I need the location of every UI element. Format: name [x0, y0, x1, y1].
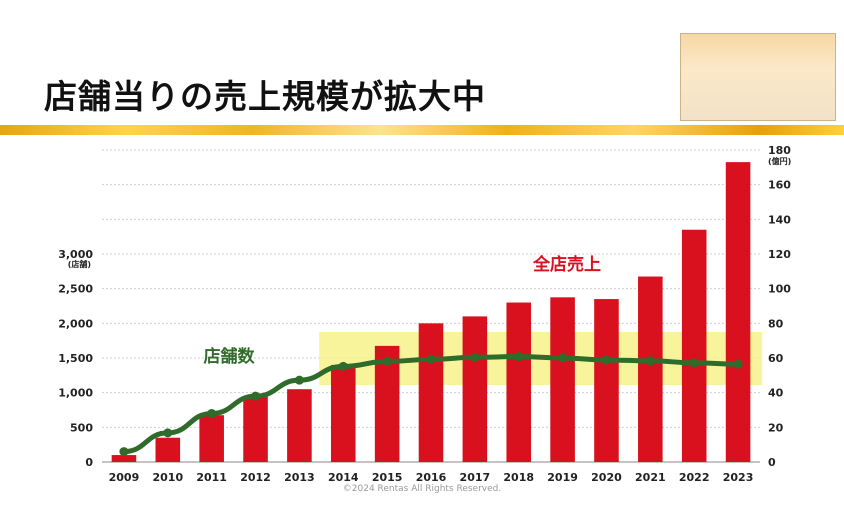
bar-2019 — [550, 297, 575, 462]
page-title: 店舗当りの売上規模が拡大中 — [44, 77, 486, 116]
right-tick-label: 40 — [768, 387, 784, 400]
bar-2011 — [199, 415, 224, 462]
left-tick-label: 2,000 — [58, 317, 93, 330]
right-tick-label: 180 — [768, 144, 791, 157]
bar-2013 — [287, 389, 312, 462]
right-tick-label: 20 — [768, 421, 784, 434]
point-2019 — [558, 353, 568, 363]
right-tick-label: 140 — [768, 213, 791, 226]
right-tick-label: 80 — [768, 317, 784, 330]
x-tick-label: 2009 — [109, 471, 140, 484]
left-tick-label: 3,000 — [58, 248, 93, 261]
x-tick-label: 2010 — [152, 471, 183, 484]
bar-2023 — [725, 162, 751, 462]
point-2023 — [733, 359, 743, 369]
right-tick-label: 60 — [768, 352, 784, 365]
x-tick-label: 2014 — [328, 471, 359, 484]
left-tick-label: 1,000 — [58, 387, 93, 400]
point-2011 — [207, 408, 217, 418]
bar-2021 — [638, 276, 663, 462]
point-2009 — [119, 447, 129, 457]
right-tick-label: 100 — [768, 283, 791, 296]
right-unit: (億円) — [768, 156, 791, 166]
decorative-banner — [0, 125, 844, 135]
point-2021 — [645, 356, 655, 366]
point-2016 — [426, 354, 436, 364]
video-thumbnail — [680, 33, 836, 121]
point-2010 — [163, 428, 173, 438]
left-tick-label: 500 — [70, 421, 93, 434]
left-tick-label: 2,500 — [58, 283, 93, 296]
x-tick-label: 2016 — [416, 471, 447, 484]
right-tick-label: 120 — [768, 248, 791, 261]
point-2022 — [689, 358, 699, 368]
bar-2010 — [155, 437, 181, 462]
bar-2020 — [594, 299, 619, 462]
point-2020 — [601, 355, 611, 365]
line-series — [119, 352, 743, 457]
bar-2018 — [506, 302, 532, 462]
x-tick-label: 2022 — [679, 471, 710, 484]
right-tick-label: 0 — [768, 456, 776, 469]
x-tick-label: 2012 — [240, 471, 271, 484]
left-unit: (店舗) — [68, 259, 91, 269]
bar-2012 — [243, 396, 268, 462]
left-tick-label: 1,500 — [58, 352, 93, 365]
bar-series-label: 全店売上 — [532, 254, 601, 275]
copyright: ©2024 Rentas All Rights Reserved. — [342, 484, 502, 494]
x-tick-label: 2019 — [547, 471, 578, 484]
bar-2022 — [681, 229, 707, 462]
bar-series — [111, 162, 751, 462]
left-tick-label: 0 — [85, 456, 93, 469]
bar-2016 — [418, 323, 444, 462]
x-tick-label: 2023 — [723, 471, 754, 484]
x-tick-label: 2018 — [503, 471, 534, 484]
right-axis: 0 20 40 60 80 100 120 140 160 180(億円) — [768, 144, 791, 469]
point-2015 — [382, 356, 392, 366]
x-tick-label: 2020 — [591, 471, 622, 484]
bar-2014 — [330, 364, 356, 462]
right-tick-label: 160 — [768, 179, 791, 192]
x-axis: 2009 2010 2011 2012 2013 2014 2015 2016 2017 2018… — [109, 471, 754, 484]
bar-2009 — [111, 455, 137, 462]
x-tick-label: 2017 — [460, 471, 491, 484]
x-tick-label: 2013 — [284, 471, 315, 484]
point-2017 — [470, 352, 480, 362]
bar-2017 — [462, 316, 488, 462]
point-2014 — [338, 361, 348, 371]
point-2018 — [514, 352, 524, 362]
point-2012 — [251, 391, 261, 401]
x-tick-label: 2015 — [372, 471, 403, 484]
x-tick-label: 2011 — [196, 471, 227, 484]
x-tick-label: 2021 — [635, 471, 666, 484]
point-2013 — [294, 375, 304, 385]
left-axis: 0 500 1,000 1,500 2,000 2,500 3,000(店舗) — [58, 248, 93, 469]
line-series-label: 店舗数 — [204, 346, 256, 367]
